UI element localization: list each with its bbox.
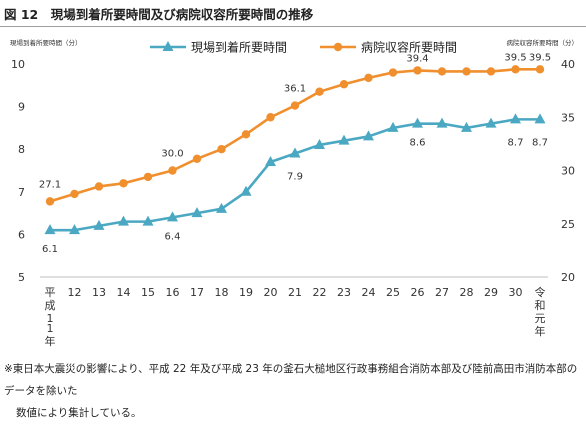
data-point-marker xyxy=(413,66,422,75)
x-tick-label: 26 xyxy=(411,286,425,299)
data-point-marker xyxy=(485,117,497,128)
data-point-marker xyxy=(338,134,350,145)
data-point-marker xyxy=(290,101,300,110)
data-label: 8.6 xyxy=(410,138,426,149)
data-point-marker xyxy=(167,211,178,222)
data-point-marker xyxy=(510,113,521,124)
data-point-marker xyxy=(437,67,447,76)
footnote: ※東日本大震災の影響により、平成 22 年及び平成 23 年の釜石大槌地区行政事… xyxy=(4,358,582,424)
data-point-marker xyxy=(387,121,399,132)
data-label: 7.9 xyxy=(287,171,303,182)
x-tick-label: 平成 1 1 年 xyxy=(45,286,56,348)
x-tick-label: 12 xyxy=(68,286,82,299)
y-left-tick-label: 7 xyxy=(18,186,25,199)
y-left-tick-label: 8 xyxy=(18,143,25,156)
x-tick-label: 24 xyxy=(362,286,376,299)
data-point-marker xyxy=(388,68,398,77)
data-point-marker xyxy=(93,219,105,230)
data-point-marker xyxy=(217,145,226,154)
data-point-marker xyxy=(289,147,301,158)
y-left-tick-label: 9 xyxy=(18,101,25,114)
data-point-marker xyxy=(486,67,496,76)
x-tick-label: 25 xyxy=(386,286,400,299)
legend-marker-1 xyxy=(162,41,174,51)
data-point-marker xyxy=(412,117,423,128)
data-point-marker xyxy=(535,65,545,74)
data-point-marker xyxy=(143,172,153,182)
left-axis-label: 現場到着所要時間（分） xyxy=(10,38,82,47)
x-tick-label: 19 xyxy=(239,286,253,299)
data-point-marker xyxy=(192,154,202,163)
y-right-tick-label: 30 xyxy=(561,165,575,178)
data-label: 8.7 xyxy=(532,137,548,148)
x-tick-label: 17 xyxy=(190,286,204,299)
x-tick-label: 30 xyxy=(509,286,523,299)
data-label: 39.5 xyxy=(529,52,551,63)
data-point-marker xyxy=(119,179,128,188)
data-label: 39.4 xyxy=(406,53,428,64)
data-label: 39.5 xyxy=(504,52,526,63)
data-point-marker xyxy=(69,224,80,235)
data-label: 6.1 xyxy=(42,244,58,255)
data-point-marker xyxy=(118,215,129,226)
x-tick-label: 15 xyxy=(141,286,155,299)
data-label: 30.0 xyxy=(161,149,183,160)
data-point-marker xyxy=(240,185,252,196)
data-point-marker xyxy=(462,67,471,76)
data-point-marker xyxy=(44,224,56,235)
right-axis-label: 病院収容所要時間（分） xyxy=(507,38,579,47)
data-label: 8.7 xyxy=(508,137,524,148)
data-point-marker xyxy=(94,182,104,191)
legend-marker-2 xyxy=(333,42,343,52)
legend-label-2: 病院収容所要時間 xyxy=(361,40,457,55)
figure-title: 図 12 現場到着所要時間及び病院収容所要時間の推移 xyxy=(4,7,314,22)
data-point-marker xyxy=(436,117,448,128)
data-label: 6.4 xyxy=(165,231,181,242)
data-point-marker xyxy=(534,113,546,124)
x-tick-label: 14 xyxy=(117,286,131,299)
x-tick-label: 28 xyxy=(460,286,474,299)
line-chart: 現場到着所要時間（分） 病院収容所要時間（分） 5 6 7 8 9 10 20 25 30 35 40 平… xyxy=(10,38,579,348)
data-point-marker xyxy=(216,202,227,213)
x-tick-label: 令和元年 xyxy=(535,285,546,338)
data-point-marker xyxy=(511,65,520,74)
y-right-tick-label: 35 xyxy=(561,111,575,124)
x-tick-label: 29 xyxy=(484,286,498,299)
footnote-line-1: ※東日本大震災の影響により、平成 22 年及び平成 23 年の釜石大槌地区行政事… xyxy=(4,363,578,397)
data-point-marker xyxy=(339,80,349,89)
x-tick-label: 22 xyxy=(313,286,327,299)
x-tick-label: 21 xyxy=(288,286,302,299)
x-tick-label: 13 xyxy=(92,286,106,299)
data-point-marker xyxy=(45,197,55,206)
y-left-tick-label: 6 xyxy=(18,228,25,241)
x-tick-label: 18 xyxy=(215,286,229,299)
data-point-marker xyxy=(314,138,325,149)
y-left-tick-label: 5 xyxy=(18,271,25,284)
data-point-marker xyxy=(70,189,79,199)
data-point-marker xyxy=(168,166,177,175)
data-label: 36.1 xyxy=(284,84,306,95)
data-point-marker xyxy=(266,113,275,122)
x-tick-label: 27 xyxy=(435,286,449,299)
data-point-marker xyxy=(461,121,472,132)
legend-label-1: 現場到着所要時間 xyxy=(191,40,287,55)
data-point-marker xyxy=(142,215,154,226)
y-right-tick-label: 40 xyxy=(561,58,575,71)
data-label: 27.1 xyxy=(39,179,61,190)
data-point-marker xyxy=(364,73,373,83)
x-tick-label: 20 xyxy=(264,286,278,299)
data-point-marker xyxy=(315,87,324,96)
y-right-tick-label: 25 xyxy=(561,218,575,231)
data-point-marker xyxy=(241,130,251,139)
data-point-marker xyxy=(265,155,276,166)
data-point-marker xyxy=(191,207,203,218)
y-left-tick-label: 10 xyxy=(11,58,25,71)
y-right-tick-label: 20 xyxy=(561,271,575,284)
figure-header: 図 12 現場到着所要時間及び病院収容所要時間の推移 xyxy=(0,0,586,27)
footnote-line-2: 数値により集計している。 xyxy=(16,407,142,419)
x-tick-label: 23 xyxy=(337,286,351,299)
x-tick-label: 16 xyxy=(166,286,180,299)
data-point-marker xyxy=(363,130,374,141)
